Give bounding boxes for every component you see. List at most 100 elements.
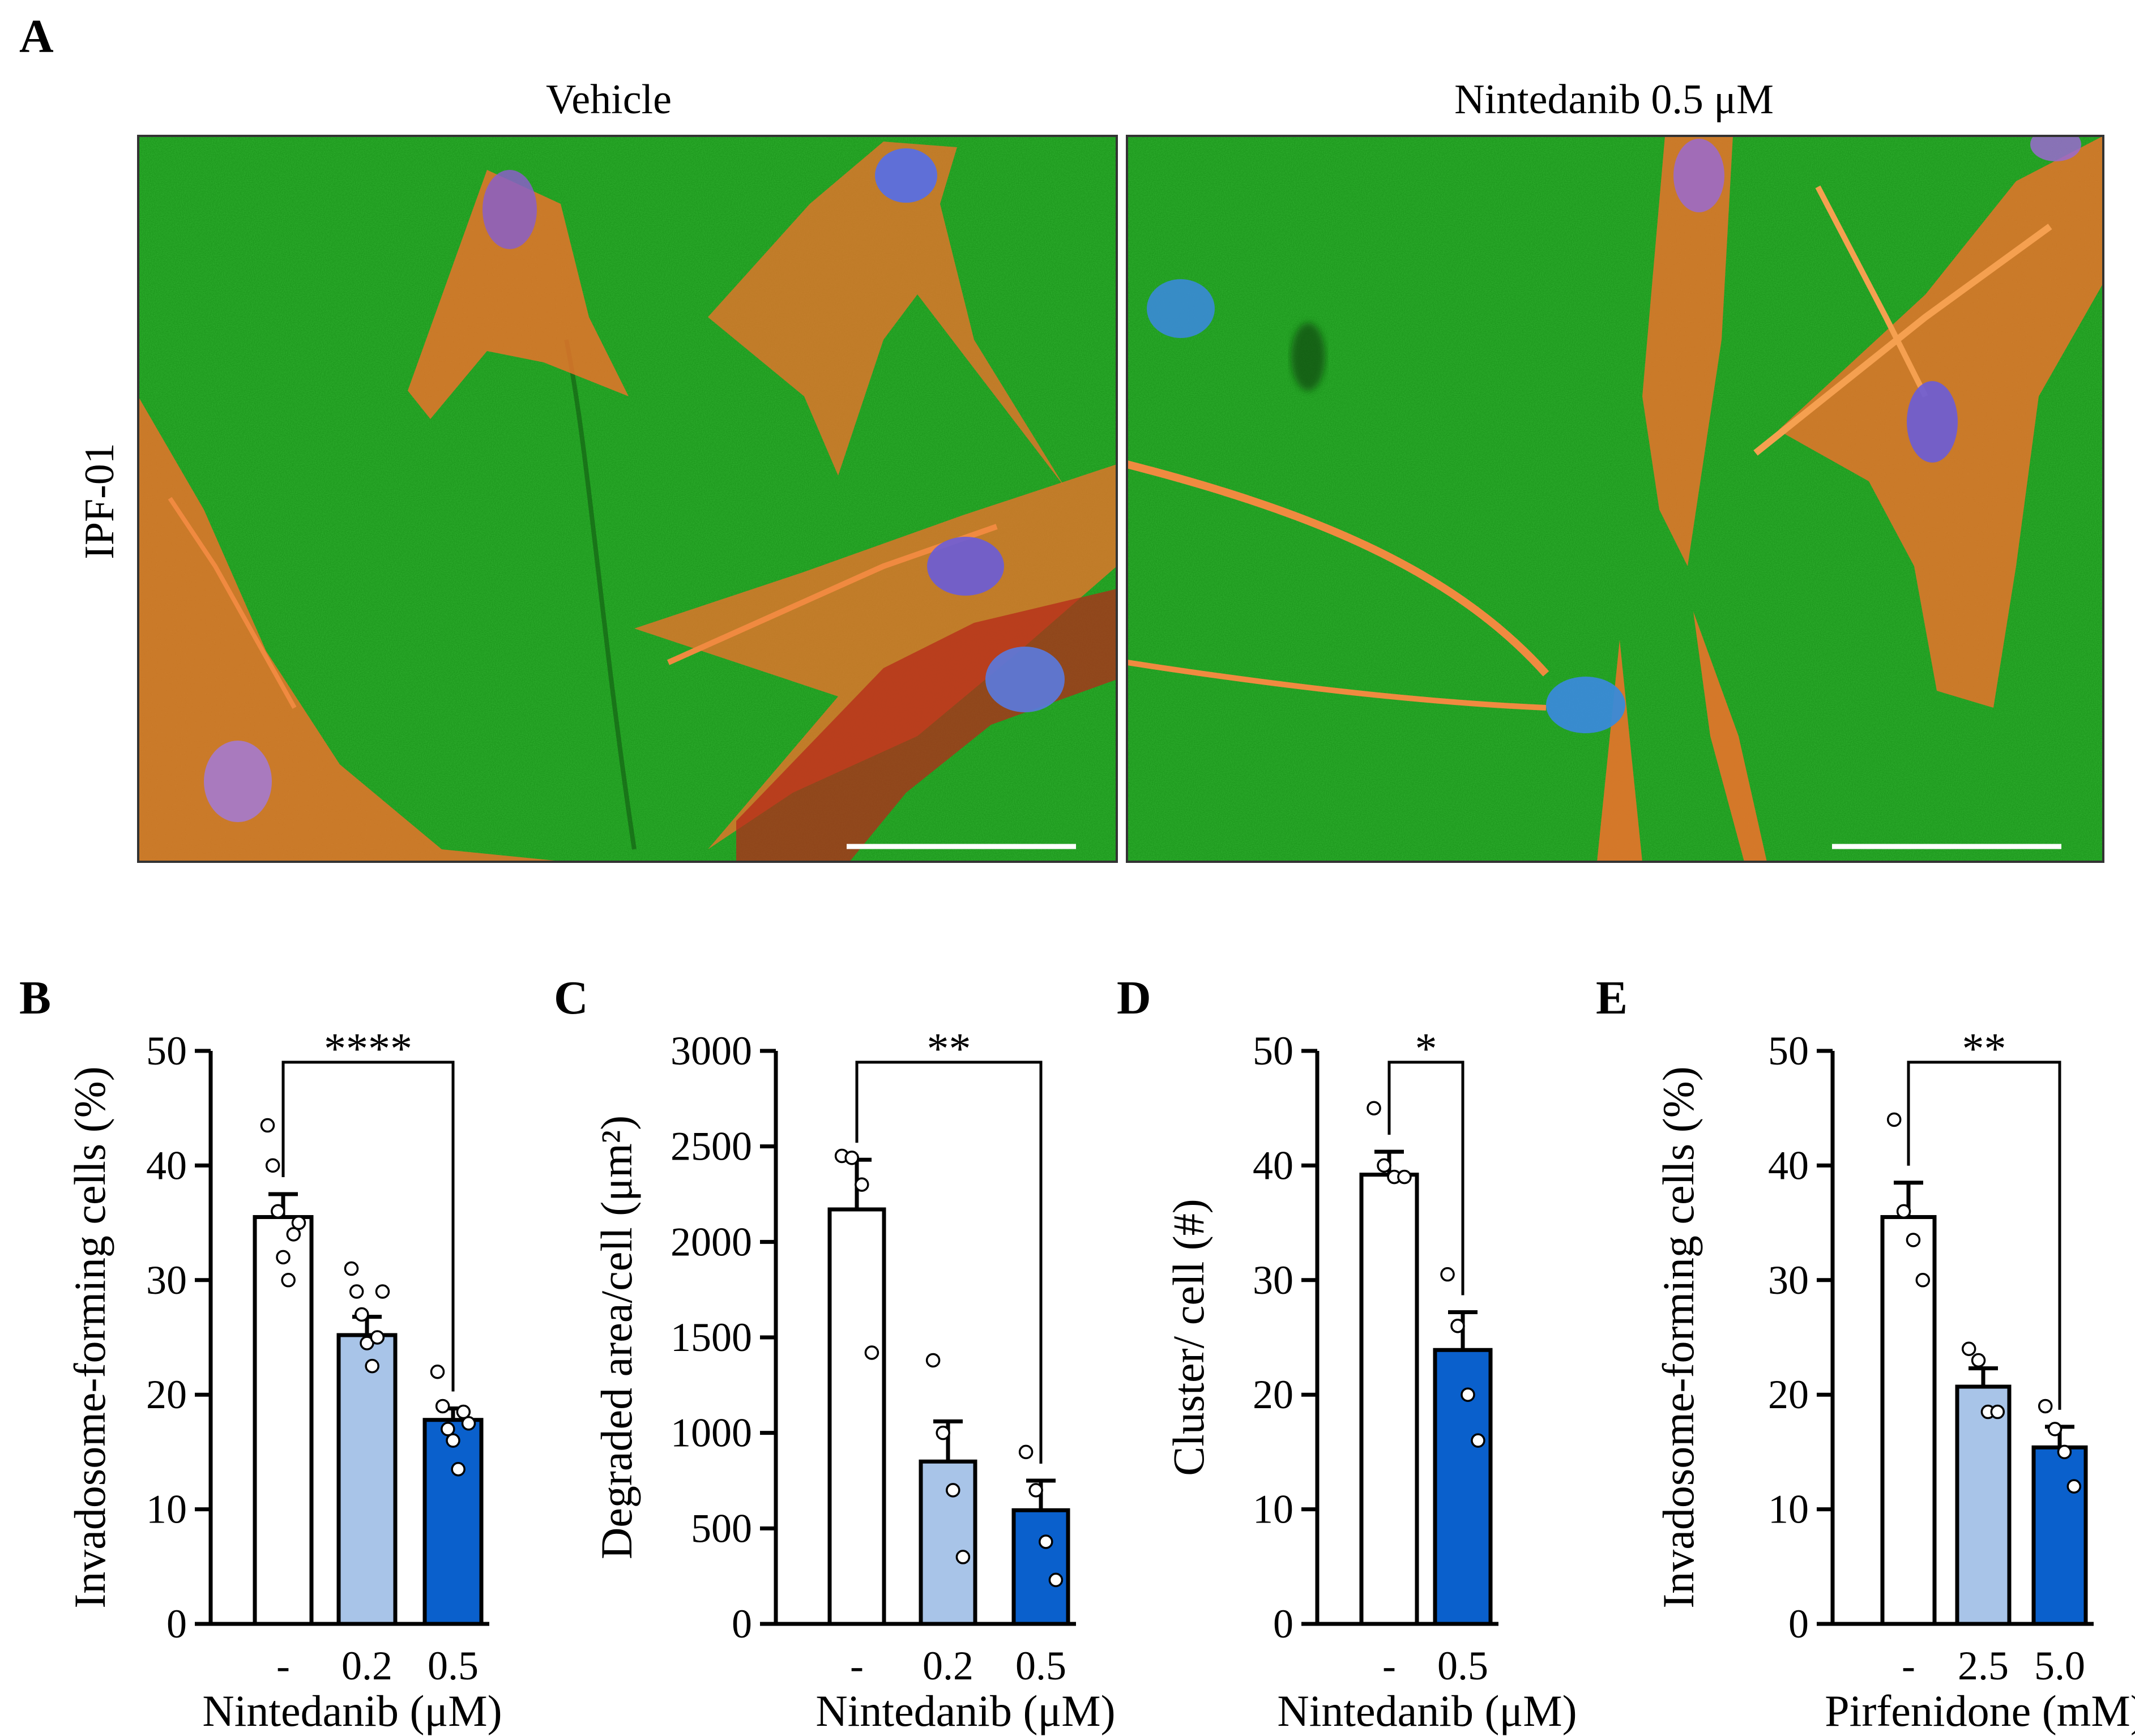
bar-e-2 [2031,1445,2088,1626]
y-tick-label-e: 0 [1788,1601,1809,1647]
panel-b: B 0 10 20 30 40 50 Invadosome-forming cells (%… [19,972,502,1735]
data-point-c [1028,1483,1043,1498]
x-tick-label-b-2: 0.5 [428,1643,479,1688]
x-axis-title-d: Nintedanib (μM) [1277,1686,1577,1735]
micrograph-vehicle [138,136,1117,862]
y-tick-label-c: 500 [691,1506,752,1551]
x-axis-title-c: Nintedanib (μM) [815,1686,1115,1735]
y-tick-label-b: 20 [146,1372,187,1417]
x-tick-label-e-0: - [1902,1643,1915,1688]
significance-bracket-b [281,1061,455,1392]
data-point-e [1896,1204,1911,1219]
data-point-d [1367,1101,1381,1115]
data-point-b [260,1118,275,1133]
data-point-c [864,1345,879,1360]
data-point-b [291,1215,306,1230]
y-axis-title-b: Invadosome-forming cells (%) [65,1066,114,1608]
y-tick-label-b: 10 [146,1487,187,1532]
panel-label-d: D [1117,972,1151,1024]
data-point-c [955,1550,971,1564]
x-axis-title-e: Pirfenidone (mM) [1825,1686,2135,1735]
y-tick-label-d: 30 [1253,1258,1293,1303]
data-point-b [456,1404,471,1419]
y-tick-label-e: 10 [1768,1487,1809,1532]
x-tick-label-d-1: 0.5 [1437,1643,1488,1688]
significance-bracket-c [855,1061,1043,1464]
data-point-e [2047,1422,2063,1436]
data-point-e [2057,1444,2072,1460]
bar-e-1 [1955,1384,2012,1626]
y-tick-label-d: 40 [1253,1143,1293,1188]
data-point-b [446,1433,460,1448]
y-tick-label-c: 2500 [671,1124,752,1169]
data-point-b [355,1307,369,1322]
y-tick-label-d: 50 [1253,1028,1293,1074]
significance-bracket-d [1387,1061,1464,1295]
bar-b-2 [422,1418,484,1626]
data-point-e [1886,1112,1902,1127]
data-point-d [1440,1267,1455,1282]
y-tick-label-c: 1000 [671,1410,752,1456]
x-tick-label-e-1: 2.5 [1958,1643,2009,1688]
row-label: IPF-01 [76,443,123,559]
y-tick-label-d: 10 [1253,1487,1293,1532]
data-point-e [1990,1404,2005,1419]
y-tick-label-c: 3000 [671,1028,752,1074]
data-point-e [1915,1273,1931,1288]
panel-label-c: C [554,972,588,1024]
y-tick-label-e: 20 [1768,1372,1809,1417]
panel-label-b: B [19,972,51,1024]
data-point-c [936,1425,950,1440]
significance-label-e: ** [1962,1024,2006,1073]
y-tick-label-b: 0 [166,1601,187,1647]
x-tick-label-b-0: - [276,1643,290,1688]
data-point-c [1018,1444,1034,1460]
data-point-b [276,1250,291,1265]
data-point-d [1461,1387,1475,1402]
significance-label-d: * [1415,1024,1437,1073]
x-tick-label-b-1: 0.2 [341,1643,392,1688]
bar-charts: B 0 10 20 30 40 50 Invadosome-forming cells (%… [19,972,2135,1735]
panel-e: E 0 10 20 30 40 50 Invadosome-forming cells (%… [1596,972,2135,1735]
data-point-e [2038,1399,2053,1414]
data-point-b [461,1416,476,1431]
panel-d: D 0 10 20 30 40 50 Cluster/ cell (#) - 0.5Ninted… [1117,972,1577,1735]
x-tick-label-d-0: - [1382,1643,1396,1688]
data-point-b [375,1284,390,1299]
data-point-c [844,1151,859,1165]
data-point-b [370,1330,385,1345]
data-point-b [265,1158,280,1173]
y-tick-label-e: 30 [1768,1258,1809,1303]
micrograph-nintedanib [1127,136,2103,862]
bar-c-0 [827,1207,886,1626]
data-point-e [1906,1233,1921,1247]
data-point-b [349,1284,364,1299]
data-point-d [1471,1433,1485,1448]
y-tick-label-d: 20 [1253,1372,1293,1417]
data-point-c [1048,1572,1064,1588]
y-tick-label-c: 0 [732,1601,752,1647]
significance-label-b: **** [324,1024,412,1073]
data-point-d [1377,1158,1391,1173]
data-point-e [2066,1479,2082,1494]
data-point-c [855,1177,869,1192]
x-tick-label-c-1: 0.2 [923,1643,973,1688]
data-point-d [1450,1319,1465,1333]
y-tick-label-d: 0 [1273,1601,1293,1647]
significance-bracket-e [1907,1061,2061,1410]
y-axis-title-e: Invadosome-forming cells (%) [1654,1066,1703,1608]
y-axis-title-d: Cluster/ cell (#) [1164,1199,1213,1476]
data-point-b [451,1462,466,1477]
data-point-b [344,1261,359,1276]
panel-c: C 0 500 1000 1500 2000 2500 3000 Degraded area/… [554,972,1116,1735]
panel-label-e: E [1596,972,1628,1024]
y-tick-label-b: 40 [146,1143,187,1188]
data-point-d [1397,1169,1412,1185]
panel-label-a: A [19,10,54,63]
data-point-b [286,1227,301,1242]
data-point-b [365,1358,379,1374]
data-point-b [281,1273,296,1288]
x-tick-label-e-2: 5.0 [2034,1643,2085,1688]
data-point-b [441,1422,455,1436]
